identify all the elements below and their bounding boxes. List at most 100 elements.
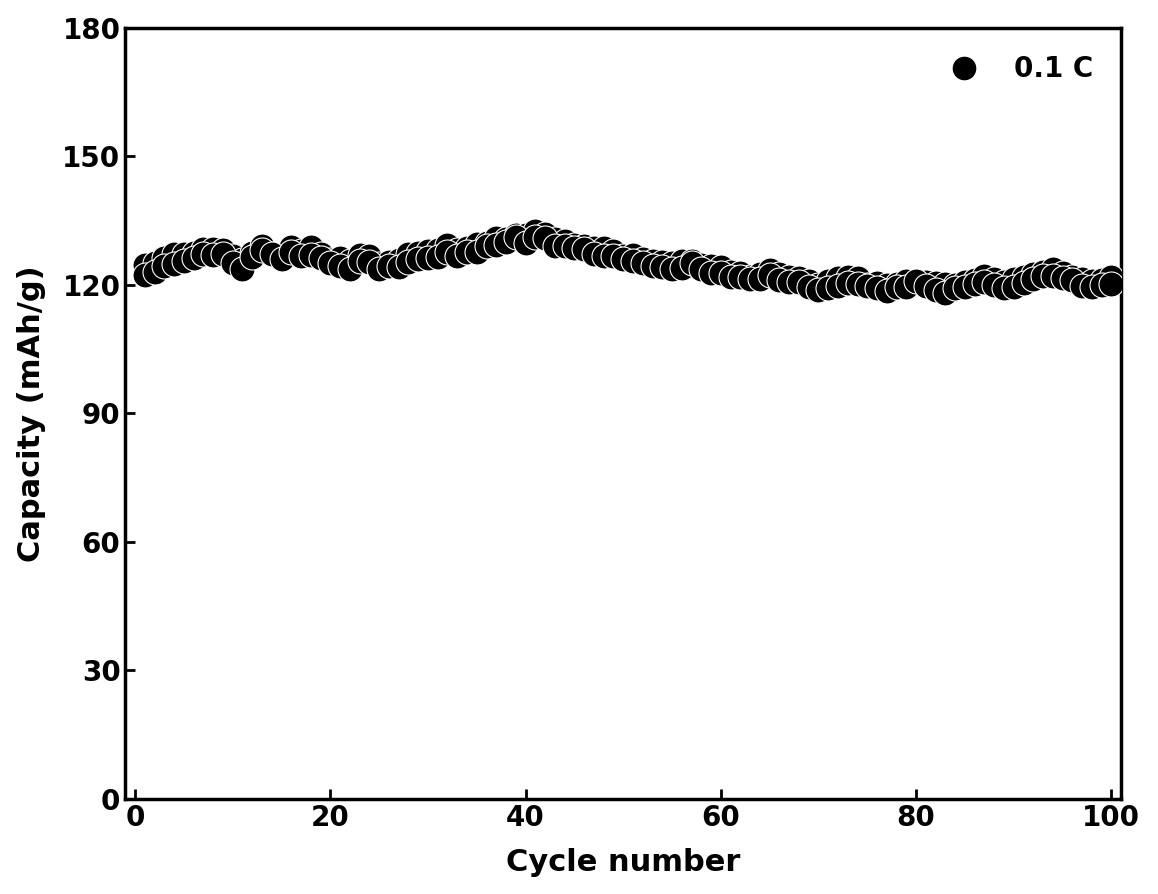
- Point: [477, 240, 496, 254]
- Point: [887, 277, 906, 291]
- Point: [1054, 266, 1072, 281]
- Point: [975, 269, 994, 283]
- Point: [204, 249, 222, 263]
- Point: [897, 274, 916, 289]
- Point: [1043, 262, 1062, 276]
- Point: [867, 281, 886, 295]
- Point: [907, 275, 925, 290]
- Point: [936, 276, 954, 291]
- Point: [164, 257, 183, 272]
- Point: [1043, 268, 1062, 283]
- Point: [204, 242, 222, 257]
- Point: [653, 260, 672, 274]
- Point: [155, 251, 174, 266]
- Point: [419, 244, 438, 258]
- Point: [721, 270, 740, 284]
- Point: [331, 258, 350, 273]
- Point: [195, 242, 213, 257]
- Point: [536, 231, 555, 245]
- Point: [155, 258, 174, 273]
- Point: [1014, 270, 1033, 284]
- Point: [1004, 272, 1023, 286]
- Point: [838, 275, 857, 290]
- Point: [955, 275, 974, 290]
- Point: [301, 249, 320, 263]
- Point: [809, 283, 828, 297]
- Point: [233, 262, 251, 276]
- Point: [750, 267, 769, 282]
- Point: [761, 263, 779, 277]
- Point: [380, 255, 398, 269]
- Point: [702, 266, 720, 281]
- Point: [1083, 274, 1101, 288]
- Point: [409, 252, 427, 266]
- Point: [252, 239, 271, 253]
- Point: [369, 262, 388, 276]
- Point: [692, 257, 711, 272]
- Point: [184, 246, 203, 260]
- Point: [184, 251, 203, 266]
- Point: [536, 227, 555, 241]
- Point: [585, 240, 603, 255]
- Point: [369, 257, 388, 271]
- Point: [594, 249, 613, 264]
- Point: [195, 248, 213, 262]
- Point: [790, 271, 808, 285]
- Point: [653, 255, 672, 269]
- Point: [946, 277, 965, 291]
- Point: [1092, 273, 1111, 287]
- Point: [301, 240, 320, 254]
- Point: [838, 270, 857, 284]
- Point: [741, 270, 760, 284]
- Point: [1072, 279, 1091, 293]
- Point: [917, 274, 936, 289]
- Point: [488, 231, 506, 245]
- Point: [780, 270, 799, 284]
- Point: [292, 244, 310, 258]
- Point: [955, 280, 974, 294]
- Point: [252, 243, 271, 257]
- Point: [283, 240, 301, 254]
- Point: [360, 255, 379, 269]
- Point: [761, 268, 779, 283]
- Point: [946, 282, 965, 296]
- Point: [283, 245, 301, 259]
- Point: [741, 272, 760, 286]
- Point: [858, 277, 877, 291]
- Point: [867, 275, 886, 290]
- Point: [468, 244, 486, 258]
- Point: [175, 247, 193, 261]
- Point: [878, 284, 896, 299]
- Point: [477, 236, 496, 250]
- X-axis label: Cycle number: Cycle number: [506, 848, 740, 877]
- Point: [448, 249, 467, 263]
- Point: [1072, 272, 1091, 286]
- Point: [1034, 265, 1053, 279]
- Point: [624, 254, 643, 268]
- Point: [1102, 270, 1121, 284]
- Point: [926, 283, 945, 297]
- Point: [1102, 277, 1121, 291]
- Point: [419, 250, 438, 265]
- Point: [585, 247, 603, 261]
- Point: [545, 232, 564, 246]
- Point: [146, 265, 164, 279]
- Point: [673, 254, 691, 268]
- Point: [233, 253, 251, 267]
- Point: [662, 262, 681, 276]
- Point: [526, 224, 544, 239]
- Point: [750, 272, 769, 286]
- Point: [731, 270, 749, 284]
- Point: [926, 276, 945, 291]
- Point: [574, 239, 593, 253]
- Point: [545, 239, 564, 253]
- Point: [389, 253, 408, 267]
- Point: [516, 235, 535, 249]
- Point: [809, 277, 828, 291]
- Point: [556, 234, 574, 249]
- Point: [389, 259, 408, 274]
- Point: [488, 238, 506, 252]
- Legend: 0.1 C: 0.1 C: [923, 41, 1107, 97]
- Point: [457, 245, 476, 259]
- Point: [966, 273, 984, 287]
